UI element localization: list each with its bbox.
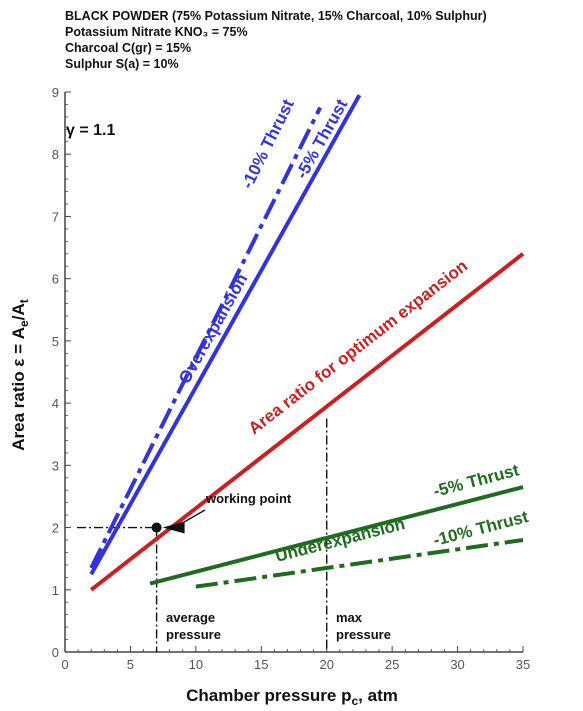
x-tick-label: 20 (319, 657, 333, 672)
y-axis-label-sub-e: e (17, 320, 31, 327)
series-line-green-dashdot (195, 538, 524, 589)
y-tick-label: 6 (52, 272, 59, 287)
working-point-marker (151, 522, 162, 533)
series-line-blue-dashdot (89, 106, 322, 569)
y-tick-label: 3 (52, 458, 59, 473)
y-axis-label-mid: /A (9, 303, 28, 320)
y-axis-label: Area ratio ε = Ae/At (9, 299, 31, 451)
y-tick-label: 0 (52, 645, 59, 660)
y-tick-label: 9 (52, 85, 59, 100)
series-line-blue-solid (89, 94, 362, 576)
x-tick-label: 10 (189, 657, 203, 672)
y-axis-label-main: Area ratio ε = A (9, 327, 28, 451)
label-working-point: working point (205, 491, 292, 506)
ticks-group: 0 5 10 15 20 25 30 35 0 1 2 3 4 5 6 7 8 9 (52, 85, 530, 672)
working-point-arrowhead (162, 521, 185, 534)
x-tick-label: 35 (516, 657, 530, 672)
header-line-4: Sulphur S(a) = 10% (65, 57, 179, 71)
series-line-green-solid (149, 485, 524, 586)
y-tick-label: 2 (52, 521, 59, 536)
label-blue-minus10-thrust: -10% Thrust (238, 96, 298, 192)
y-tick-label: 4 (52, 396, 59, 411)
label-green-minus10-thrust: -10% Thrust (431, 507, 530, 550)
label-overexpansion: Overexpansion (175, 270, 252, 386)
header-line-3: Charcoal C(gr) = 15% (65, 41, 191, 55)
label-average-pressure-line2: pressure (166, 627, 221, 642)
y-tick-label: 1 (52, 583, 59, 598)
x-tick-label: 5 (127, 657, 134, 672)
label-max-pressure-line1: max (336, 610, 363, 625)
header-line-1: BLACK POWDER (75% Potassium Nitrate, 15%… (65, 9, 487, 23)
x-axis-label: Chamber pressure pc, atm (186, 686, 398, 708)
axes-group (64, 92, 523, 653)
x-axis-label-main: Chamber pressure p (186, 686, 351, 705)
x-tick-label: 15 (254, 657, 268, 672)
label-optimum-expansion: Area ratio for optimum expansion (245, 256, 471, 438)
y-tick-label: 7 (52, 209, 59, 224)
label-green-minus5-thrust: -5% Thrust (431, 460, 521, 500)
series-line-red-solid (89, 252, 525, 592)
series-group (89, 94, 525, 592)
header-line-2: Potassium Nitrate KNO₃ = 75% (65, 25, 248, 39)
x-axis-label-sub: c (351, 694, 358, 708)
y-tick-label: 5 (52, 334, 59, 349)
x-tick-label: 30 (450, 657, 464, 672)
label-average-pressure-line1: average (166, 610, 215, 625)
x-tick-label: 25 (385, 657, 399, 672)
x-tick-label: 0 (61, 657, 68, 672)
x-axis-label-unit: , atm (358, 686, 398, 705)
gamma-label: γ = 1.1 (66, 122, 115, 139)
label-max-pressure-line2: pressure (336, 627, 391, 642)
y-axis-label-sub-t: t (17, 299, 31, 303)
label-underexpansion: Underexpansion (273, 514, 407, 566)
y-tick-label: 8 (52, 147, 59, 162)
